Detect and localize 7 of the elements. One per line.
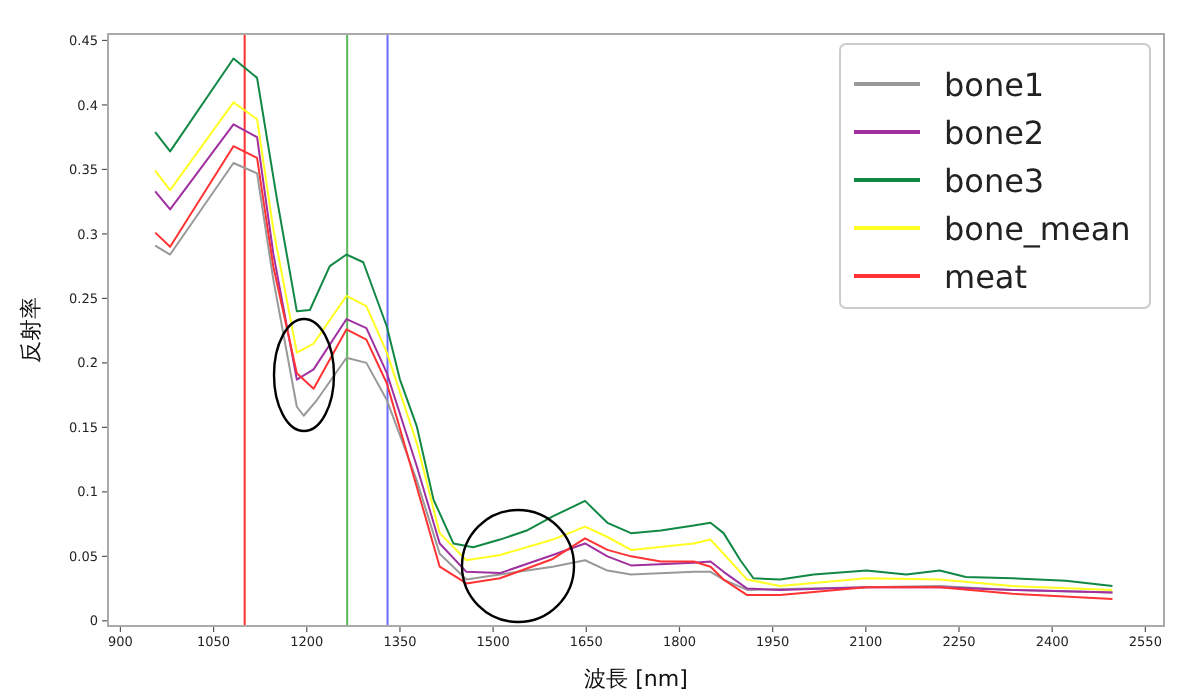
x-axis-title: 波長 [nm]	[584, 666, 688, 692]
legend-label: meat	[944, 258, 1028, 296]
legend-label: bone_mean	[944, 210, 1131, 248]
legend-label: bone1	[944, 66, 1045, 104]
legend-label: bone3	[944, 162, 1045, 200]
y-axis-title: 反射率	[18, 297, 44, 363]
legend-label: bone2	[944, 114, 1045, 152]
